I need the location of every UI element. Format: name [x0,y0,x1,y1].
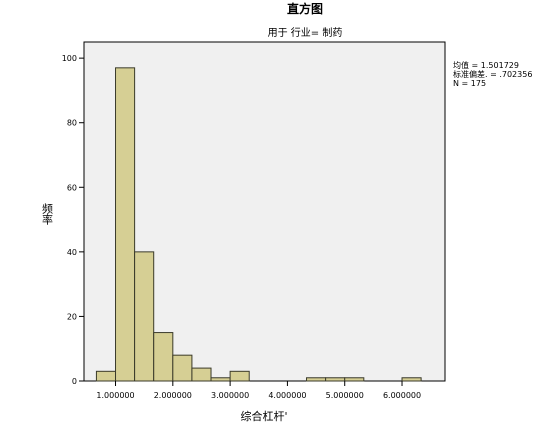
stat-mean: 均值 = 1.501729 [453,60,519,70]
stat-std: 标准偏差. = .702356 [453,69,532,79]
y-axis-label: 频率 [41,202,54,226]
histogram-bar [306,377,327,382]
stat-n: N = 175 [453,79,486,88]
x-tick-label: 1.000000 [96,391,134,400]
x-axis-label: 综合杠杆' [240,409,287,423]
x-tick-label: 6.000000 [383,391,421,400]
histogram-bar [153,332,174,382]
x-axis: 1.000000 2.000000 3.000000 4.000000 5.000000… [96,381,421,400]
histogram-bar [229,370,250,382]
histogram-bar [325,377,346,382]
chart-title: 直方图 [287,1,323,16]
y-tick-label: 0 [72,377,77,386]
chart-subtitle: 用于 行业= 制药 [268,26,343,39]
x-tick-label: 4.000000 [268,391,306,400]
x-tick-label: 5.000000 [326,391,364,400]
y-axis: 0 20 40 60 80 100 [62,54,84,386]
histogram-bar [401,377,422,382]
y-tick-label: 20 [67,312,77,321]
y-tick-label: 40 [67,248,77,257]
x-tick-label: 2.000000 [154,391,192,400]
histogram-bar [134,251,155,382]
y-tick-label: 80 [67,119,77,128]
y-tick-label: 60 [67,183,77,192]
histogram-bar [344,377,365,382]
histogram-bar [210,377,231,382]
histogram-bar [191,367,212,382]
bars-group [95,67,422,382]
histogram-bar [115,67,136,382]
y-tick-label: 100 [62,54,77,63]
histogram-bar [172,354,193,382]
x-tick-label: 3.000000 [211,391,249,400]
histogram-bar [95,370,117,382]
